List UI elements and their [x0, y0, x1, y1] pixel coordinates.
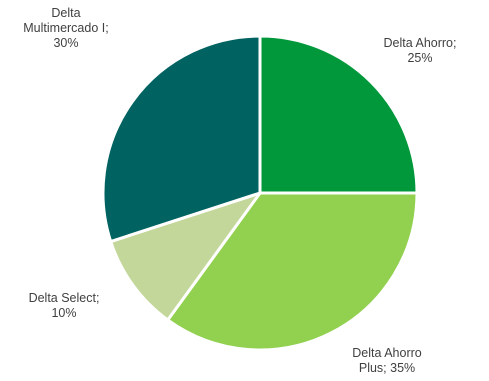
data-label-line: Delta Ahorro; [384, 36, 457, 50]
data-label-line: Delta [51, 6, 80, 20]
pie-slices [103, 36, 417, 350]
data-label-delta-ahorro-plus: Delta Ahorro Plus; 35% [352, 346, 422, 375]
data-label-line: 25% [407, 51, 432, 65]
data-label-line: 30% [53, 36, 78, 50]
pie-slice-delta-ahorro [260, 36, 417, 193]
data-label-line: Delta Ahorro [352, 346, 422, 360]
data-label-line: Multimercado I; [23, 21, 108, 35]
data-label-delta-multimercado-i: Delta Multimercado I; 30% [23, 6, 108, 50]
data-label-line: Delta Select; [29, 291, 100, 305]
data-label-line: Plus; 35% [359, 361, 415, 375]
data-label-line: 10% [51, 306, 76, 320]
data-label-delta-ahorro: Delta Ahorro; 25% [384, 36, 457, 65]
data-label-delta-select: Delta Select; 10% [29, 291, 100, 320]
